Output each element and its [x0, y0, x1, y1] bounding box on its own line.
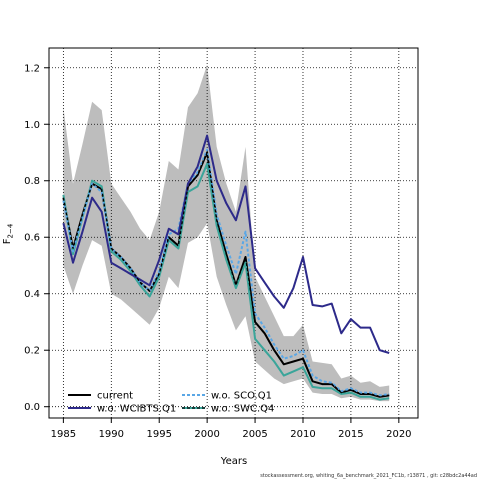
legend-label: w.o. WCIBTS.Q1	[97, 404, 176, 415]
y-tick-label: 1.2	[24, 63, 40, 74]
y-tick-label: 0.8	[24, 176, 40, 187]
x-tick-label: 2020	[386, 429, 411, 440]
y-tick-label: 0.4	[24, 289, 40, 300]
legend: current w.o. WCIBTS.Q1 w.o. SCO.Q1 w.o. SWC…	[68, 391, 274, 415]
x-tick-label: 1995	[146, 429, 171, 440]
y-axis-title: F2−4	[2, 223, 15, 244]
y-axis-title-base: F	[2, 238, 13, 244]
series-line-w-o-swc-q4	[62, 162, 390, 401]
x-tick-label: 2010	[290, 429, 315, 440]
footnote: stockassessment.org, whiting_6a_benchmar…	[260, 473, 477, 479]
series-line-w-o-sco-q1	[62, 148, 390, 397]
legend-label: w.o. SWC.Q4	[211, 404, 274, 415]
plot-frame	[48, 47, 419, 419]
series-line-w-o-wcibts-q1	[62, 134, 390, 354]
series-dash-overlay	[62, 150, 390, 398]
x-tick-label: 2005	[242, 429, 267, 440]
confidence-band	[63, 64, 390, 402]
y-tick-label: 0.2	[24, 346, 40, 357]
y-tick-label: 1.0	[24, 120, 40, 131]
x-axis-title: Years	[220, 456, 247, 467]
y-tick-label: 0.6	[24, 233, 40, 244]
x-tick-label: 2000	[194, 429, 219, 440]
x-tick-label: 1990	[99, 429, 124, 440]
x-tick-label: 1985	[51, 429, 76, 440]
y-axis-title-subscript: 2−4	[7, 223, 15, 238]
legend-label: current	[97, 391, 133, 402]
y-tick-label: 0.0	[24, 402, 40, 413]
series-layer	[62, 134, 390, 401]
legend-label: w.o. SCO.Q1	[211, 391, 272, 402]
x-tick-label: 2015	[338, 429, 363, 440]
axis-layer: 1985 1990 1995 2000 2005 2010 2015 2020 0.0 0.2 0.…	[24, 47, 419, 440]
confidence-band-layer	[63, 64, 390, 402]
